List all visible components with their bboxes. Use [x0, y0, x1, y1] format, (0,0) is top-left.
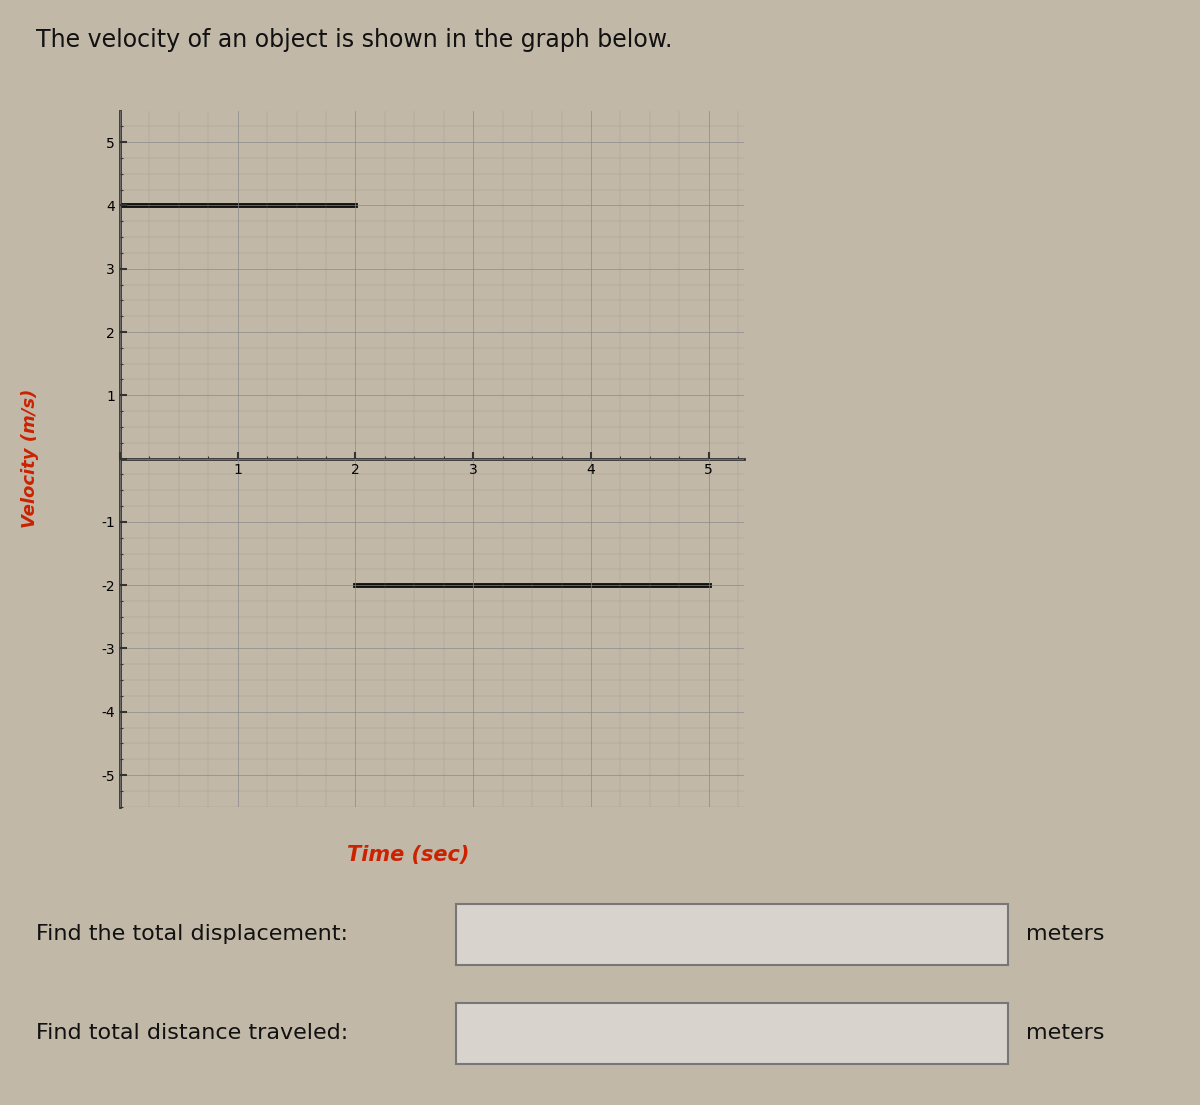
Text: The velocity of an object is shown in the graph below.: The velocity of an object is shown in th…	[36, 28, 672, 52]
Text: Time (sec): Time (sec)	[347, 845, 469, 865]
Text: meters: meters	[1026, 924, 1104, 944]
Text: Find the total displacement:: Find the total displacement:	[36, 924, 348, 944]
Text: Velocity (m/s): Velocity (m/s)	[20, 389, 38, 528]
Text: Find total distance traveled:: Find total distance traveled:	[36, 1023, 348, 1043]
Text: meters: meters	[1026, 1023, 1104, 1043]
